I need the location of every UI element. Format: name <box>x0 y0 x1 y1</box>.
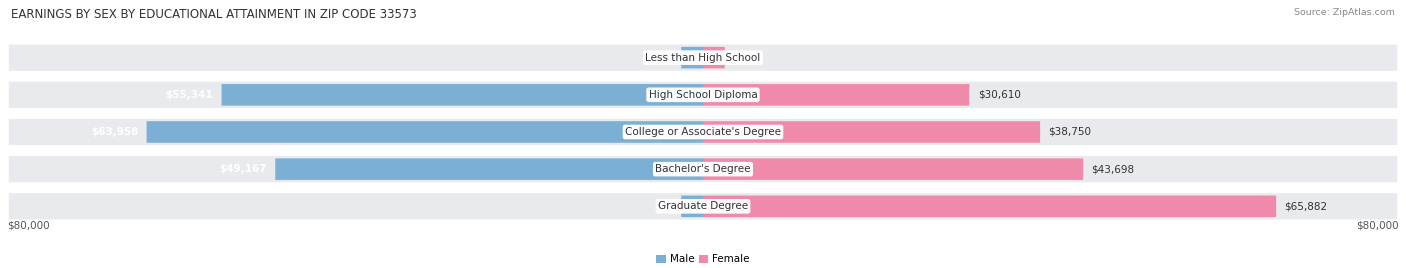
FancyBboxPatch shape <box>7 154 1399 184</box>
Text: College or Associate's Degree: College or Associate's Degree <box>626 127 780 137</box>
Text: $43,698: $43,698 <box>1091 164 1135 174</box>
FancyBboxPatch shape <box>682 196 703 217</box>
Text: $0: $0 <box>659 53 673 63</box>
Text: Less than High School: Less than High School <box>645 53 761 63</box>
FancyBboxPatch shape <box>703 196 1277 217</box>
Text: $0: $0 <box>659 201 673 211</box>
Text: $30,610: $30,610 <box>977 90 1021 100</box>
FancyBboxPatch shape <box>703 121 1040 143</box>
Text: $63,958: $63,958 <box>91 127 138 137</box>
Text: $80,000: $80,000 <box>1357 221 1399 230</box>
Text: $80,000: $80,000 <box>7 221 49 230</box>
FancyBboxPatch shape <box>7 43 1399 73</box>
FancyBboxPatch shape <box>7 191 1399 221</box>
Text: $55,341: $55,341 <box>166 90 214 100</box>
FancyBboxPatch shape <box>276 158 703 180</box>
FancyBboxPatch shape <box>703 158 1083 180</box>
Text: High School Diploma: High School Diploma <box>648 90 758 100</box>
Text: $38,750: $38,750 <box>1049 127 1091 137</box>
FancyBboxPatch shape <box>146 121 703 143</box>
Text: $49,167: $49,167 <box>219 164 267 174</box>
FancyBboxPatch shape <box>682 47 703 68</box>
Text: $65,882: $65,882 <box>1285 201 1327 211</box>
Text: Source: ZipAtlas.com: Source: ZipAtlas.com <box>1294 8 1395 17</box>
FancyBboxPatch shape <box>7 117 1399 147</box>
Legend: Male, Female: Male, Female <box>652 250 754 268</box>
Text: $0: $0 <box>733 53 747 63</box>
Text: Graduate Degree: Graduate Degree <box>658 201 748 211</box>
FancyBboxPatch shape <box>703 47 724 68</box>
FancyBboxPatch shape <box>7 80 1399 110</box>
FancyBboxPatch shape <box>703 84 969 106</box>
FancyBboxPatch shape <box>222 84 703 106</box>
Text: EARNINGS BY SEX BY EDUCATIONAL ATTAINMENT IN ZIP CODE 33573: EARNINGS BY SEX BY EDUCATIONAL ATTAINMEN… <box>11 8 418 21</box>
Text: Bachelor's Degree: Bachelor's Degree <box>655 164 751 174</box>
